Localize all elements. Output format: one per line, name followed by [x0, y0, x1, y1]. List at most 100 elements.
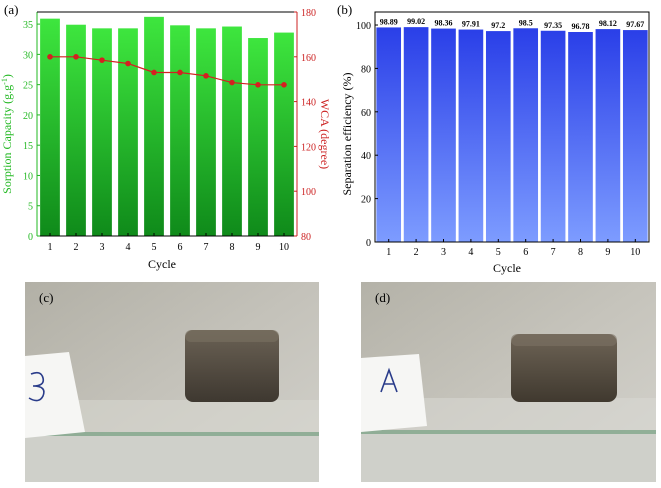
wca-point-cycle-9 — [255, 82, 261, 88]
y-tick-label: 30 — [23, 50, 33, 61]
secondary-y-tick-label: 140 — [301, 98, 316, 109]
separation-efficiency-chart: (b) 98.89 99.02 98.36 97.91 97.2 98.5 97.35 96.… — [337, 2, 650, 275]
x-tick-label: 8 — [578, 247, 583, 258]
y-tick-label: 10 — [23, 171, 33, 182]
data-label-cycle-1: 98.89 — [380, 17, 398, 26]
bar-cycle-9 — [595, 29, 621, 242]
bar-cycle-5 — [144, 16, 164, 236]
wca-line — [50, 56, 284, 86]
sponge-photo-d — [361, 282, 656, 482]
x-tick-label: 10 — [630, 247, 640, 258]
x-tick-label: 7 — [204, 242, 209, 253]
data-label-cycle-8: 96.78 — [572, 22, 590, 31]
panel-a-label: (a) — [4, 2, 18, 17]
x-tick-label: 5 — [152, 242, 157, 253]
secondary-y-tick-label: 120 — [301, 142, 316, 153]
bar-cycle-4 — [118, 28, 138, 236]
y-tick-label: 80 — [361, 64, 371, 75]
y-axis-label: Separation efficiency (%) — [340, 72, 354, 195]
data-label-cycle-7: 97.35 — [544, 21, 562, 30]
sponge-photo-c — [25, 282, 319, 482]
bar-cycle-6 — [513, 28, 539, 242]
bar-cycle-6 — [170, 25, 190, 236]
y-tick-label: 0 — [28, 232, 33, 243]
secondary-y-tick-label: 80 — [301, 232, 311, 243]
x-tick-label: 6 — [178, 242, 183, 253]
wca-point-cycle-1 — [47, 54, 53, 60]
sponge-sample — [185, 330, 279, 402]
x-tick-label: 3 — [100, 242, 105, 253]
x-tick-label: 1 — [386, 247, 391, 258]
bar-cycle-2 — [66, 24, 86, 236]
bar-cycle-10 — [274, 32, 294, 236]
wca-point-cycle-2 — [73, 54, 79, 60]
sponge-sample — [511, 334, 617, 402]
wca-point-cycle-10 — [281, 82, 287, 88]
x-tick-label: 8 — [230, 242, 235, 253]
card-handwriting — [28, 371, 45, 402]
data-label-cycle-9: 98.12 — [599, 19, 617, 28]
wca-point-cycle-7 — [203, 73, 209, 79]
bar-cycle-7 — [196, 28, 216, 236]
data-label-cycle-6: 98.5 — [519, 18, 533, 27]
x-tick-label: 9 — [605, 247, 610, 258]
panel-b-chart: (b) 98.89 99.02 98.36 97.91 97.2 98.5 97.35 96.… — [335, 0, 661, 276]
y-tick-label: 40 — [361, 151, 371, 162]
bar-cycle-5 — [485, 31, 511, 242]
wca-point-cycle-6 — [177, 69, 183, 76]
y-tick-label: 20 — [361, 195, 371, 206]
x-tick-label: 7 — [551, 247, 556, 258]
bar-cycle-8 — [222, 26, 242, 237]
wca-point-cycle-5 — [151, 69, 157, 76]
plot-frame — [374, 11, 650, 243]
y-tick-label: 0 — [366, 238, 371, 249]
sorption-wca-chart: (a) 0 5 10 15 20 25 30 35 80 100 120 140 160 180 1 2 3 4 5… — [0, 2, 332, 271]
panel-b-label: (b) — [337, 2, 352, 17]
wca-point-cycle-3 — [99, 57, 105, 63]
secondary-y-tick-label: 180 — [301, 8, 316, 19]
x-tick-label: 3 — [441, 247, 446, 258]
x-tick-label: 9 — [256, 242, 261, 253]
card-handwriting — [380, 367, 398, 393]
secondary-y-axis-label: WCA (degree) — [318, 99, 330, 169]
panel-a-chart: (a) 0 5 10 15 20 25 30 35 80 100 120 140 160 180 1 2 3 4 5… — [0, 0, 332, 276]
x-axis-label: Cycle — [493, 261, 521, 275]
x-tick-label: 10 — [279, 242, 289, 253]
y-tick-label: 5 — [28, 202, 33, 213]
x-tick-label: 2 — [74, 242, 79, 253]
data-label-cycle-5: 97.2 — [491, 21, 505, 30]
y-tick-label: 25 — [23, 81, 33, 92]
wca-point-cycle-4 — [125, 60, 131, 67]
bar-cycle-2 — [403, 27, 429, 243]
x-tick-label: 2 — [414, 247, 419, 258]
x-tick-label: 5 — [496, 247, 501, 258]
data-label-cycle-3: 98.36 — [435, 19, 453, 28]
wca-point-cycle-8 — [229, 79, 235, 86]
bar-cycle-7 — [540, 30, 566, 243]
panel-c-label: (c) — [39, 290, 54, 305]
data-label-cycle-2: 99.02 — [407, 17, 425, 26]
y-tick-label: 35 — [23, 20, 33, 31]
panel-d-photo: (d) — [361, 282, 656, 482]
x-tick-label: 1 — [48, 242, 53, 253]
y-tick-label: 15 — [23, 141, 33, 152]
y-tick-label: 20 — [23, 111, 33, 122]
bar-cycle-10 — [622, 30, 648, 243]
y-tick-label: 60 — [361, 108, 371, 119]
y-tick-label: 100 — [356, 21, 371, 32]
x-tick-label: 6 — [523, 247, 528, 258]
bar-cycle-9 — [248, 38, 268, 236]
panel-d-label: (d) — [375, 290, 391, 305]
bar-cycle-4 — [458, 29, 484, 243]
data-label-cycle-4: 97.91 — [462, 20, 480, 29]
x-tick-label: 4 — [468, 247, 473, 258]
data-label-cycle-10: 97.67 — [626, 20, 644, 29]
secondary-y-tick-label: 100 — [301, 187, 316, 198]
bar-cycle-1 — [40, 18, 60, 237]
y-axis-label: Sorption Capacity (g.g-1) — [0, 74, 14, 194]
x-axis-label: Cycle — [148, 257, 176, 271]
bar-cycle-1 — [376, 27, 402, 243]
x-tick-label: 4 — [126, 242, 131, 253]
bar-cycle-3 — [92, 28, 112, 236]
secondary-y-tick-label: 160 — [301, 53, 316, 64]
